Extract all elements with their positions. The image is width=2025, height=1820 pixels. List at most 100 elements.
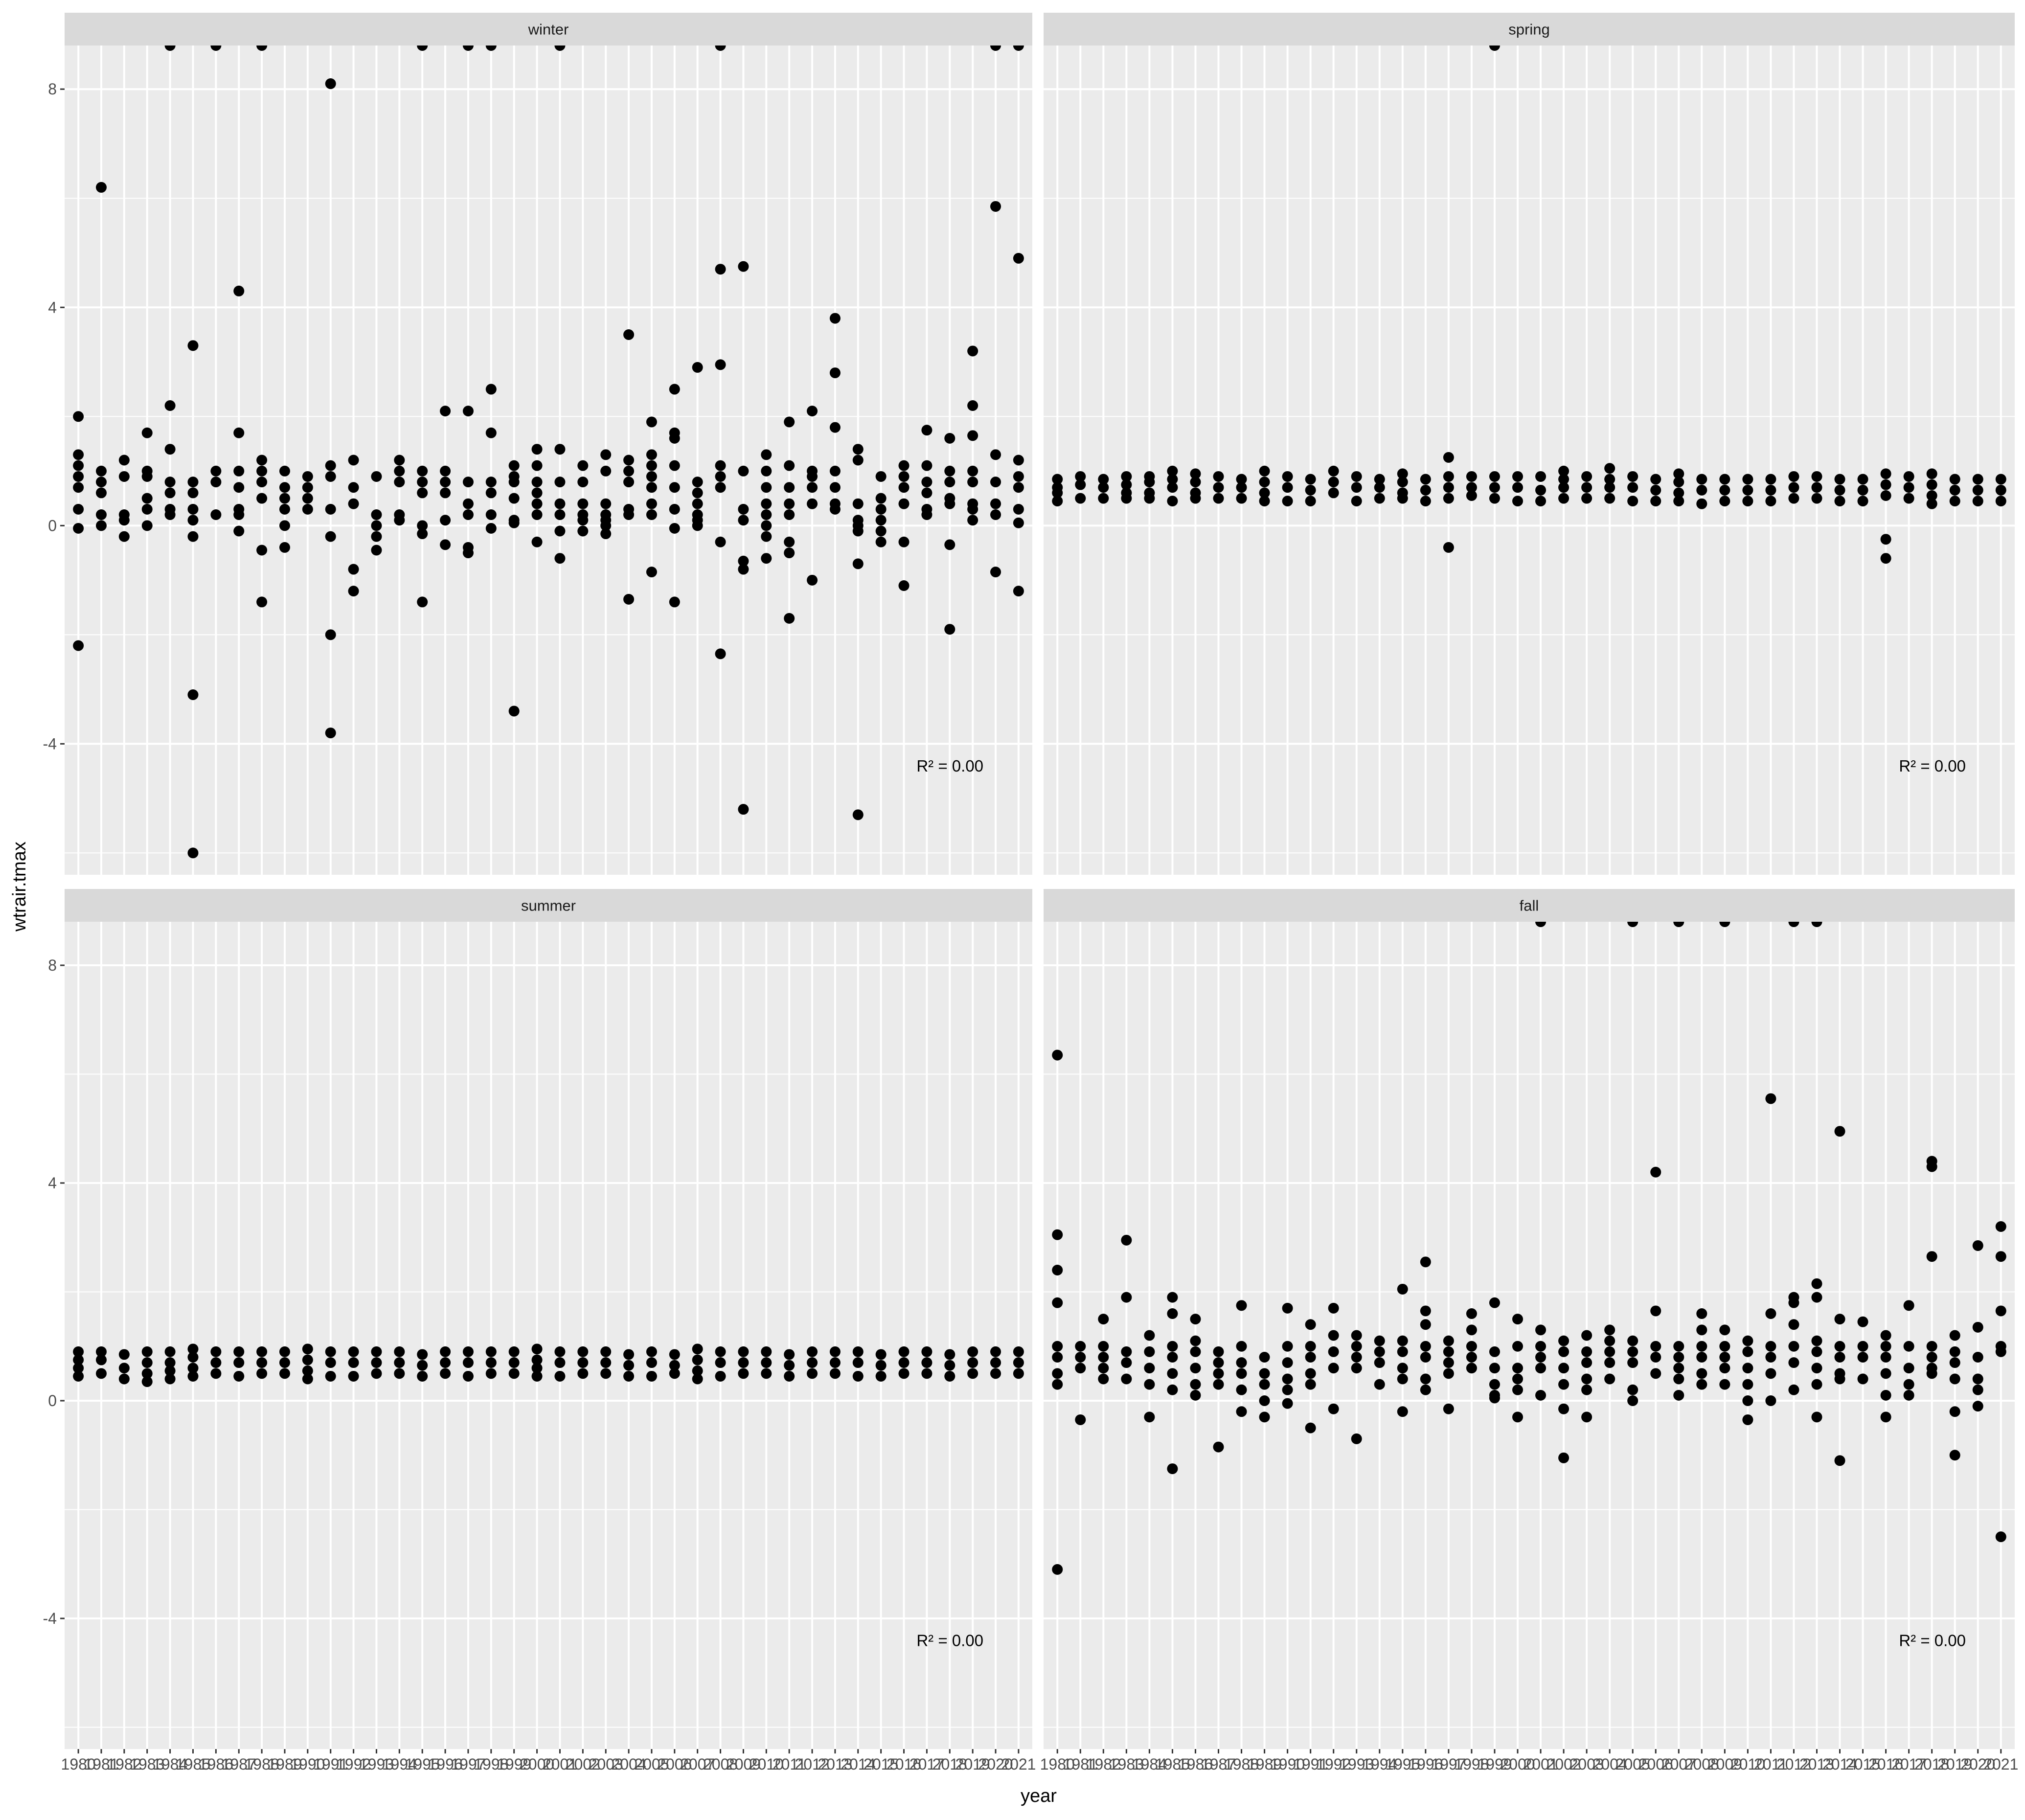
data-point [967, 1346, 978, 1357]
data-point [485, 509, 497, 521]
data-point [1075, 1352, 1086, 1363]
x-tick-label: 1988 [1224, 1755, 1259, 1773]
data-point [325, 460, 336, 471]
data-point [1259, 477, 1270, 488]
data-point [394, 1346, 405, 1357]
data-point [967, 477, 978, 488]
x-tick-label: 2011 [773, 1755, 806, 1773]
x-tick-label: 2019 [956, 1755, 990, 1773]
data-point [1121, 493, 1132, 504]
panel-winter: winter -4 0 4 8 R² = 0.00 [43, 13, 1032, 875]
data-point [692, 1373, 703, 1385]
data-point [394, 515, 405, 526]
strip-background-winter [65, 13, 1032, 46]
panel-summer: summer-404819801981198219831984198519861… [43, 889, 1036, 1773]
data-point [1673, 487, 1684, 499]
data-point [715, 648, 726, 660]
data-point [1719, 1324, 1730, 1336]
data-point [1328, 1302, 1339, 1314]
data-point [1604, 493, 1615, 504]
data-point [1650, 496, 1661, 507]
data-point [187, 515, 199, 526]
data-points-fall [1052, 922, 2006, 1575]
data-point [1328, 1403, 1339, 1414]
data-point [118, 531, 130, 542]
data-point [807, 574, 818, 586]
data-point [210, 1368, 222, 1379]
y-tick-label: 4 [48, 1174, 57, 1192]
data-point [784, 498, 795, 509]
x-tick-label: 1993 [359, 1755, 394, 1773]
data-point [118, 515, 130, 526]
data-point [875, 493, 887, 504]
data-point [1972, 496, 1983, 507]
data-point [1696, 498, 1707, 509]
data-point [1719, 474, 1730, 485]
data-point [73, 503, 84, 515]
data-point [1328, 477, 1339, 488]
data-point [600, 498, 612, 509]
data-point [1489, 471, 1500, 482]
data-point [669, 1360, 680, 1371]
data-point [1972, 1240, 1983, 1251]
data-point [1328, 1330, 1339, 1341]
data-point [1742, 1414, 1753, 1425]
data-point [1811, 493, 1822, 504]
data-point [325, 728, 336, 739]
data-point [898, 1357, 910, 1368]
data-point [577, 1357, 589, 1368]
data-point [1075, 493, 1086, 504]
x-tick-label: 2004 [611, 1755, 646, 1773]
data-point [692, 1365, 703, 1376]
data-point [394, 465, 405, 477]
data-point [348, 586, 359, 597]
data-point [554, 498, 566, 509]
data-point [187, 487, 199, 499]
data-point [1650, 1368, 1661, 1379]
data-point [577, 515, 589, 526]
data-point [1144, 1363, 1155, 1374]
data-point [348, 482, 359, 493]
data-point [784, 536, 795, 547]
data-point [440, 515, 451, 526]
data-point [1834, 1314, 1845, 1325]
data-point [1489, 1346, 1500, 1357]
data-point [990, 509, 1001, 521]
data-point [256, 455, 268, 466]
data-point [1374, 482, 1385, 493]
data-point [1627, 1357, 1638, 1368]
data-point [692, 487, 703, 499]
data-point [1305, 484, 1316, 496]
data-point [73, 1346, 84, 1357]
data-point [1765, 496, 1776, 507]
x-tick-label: 2020 [1960, 1755, 1995, 1773]
x-tick-label: 1994 [1362, 1755, 1397, 1773]
data-point [531, 487, 543, 499]
data-point [1581, 482, 1593, 493]
data-point [1190, 477, 1201, 488]
data-point [1466, 482, 1477, 493]
data-point [1397, 1373, 1408, 1385]
data-point [1374, 1346, 1385, 1357]
data-point [1995, 1346, 2006, 1357]
data-point [462, 406, 474, 417]
data-point [944, 624, 956, 635]
data-point [761, 520, 772, 531]
data-point [577, 477, 589, 488]
gridlines-spring [1044, 46, 2015, 875]
data-point [256, 465, 268, 477]
data-point [95, 182, 107, 193]
data-point [1098, 1363, 1109, 1374]
data-point [1880, 1352, 1891, 1363]
data-point [1236, 1368, 1247, 1379]
data-point [1811, 1411, 1822, 1423]
x-tick-label: 2012 [1776, 1755, 1811, 1773]
data-point [485, 1346, 497, 1357]
data-point [646, 498, 657, 509]
data-point [784, 1360, 795, 1371]
x-tick-label: 1995 [405, 1755, 440, 1773]
data-point [1535, 1324, 1547, 1336]
data-point [187, 689, 199, 701]
data-point [829, 503, 841, 515]
data-point [1949, 1357, 1960, 1368]
